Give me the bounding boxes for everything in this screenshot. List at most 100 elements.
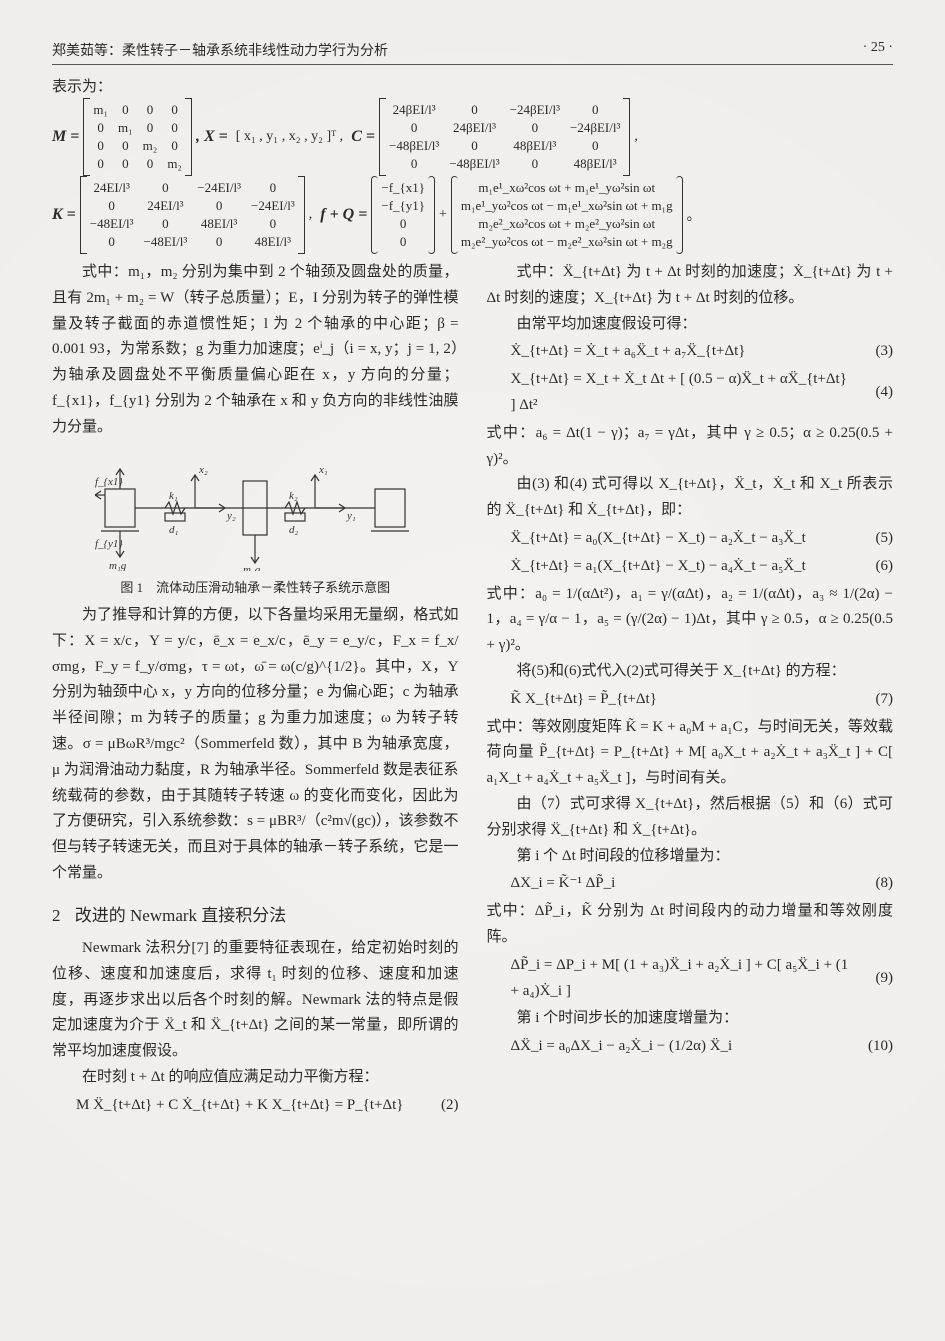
right-p1: 式中：Ẍ_{t+Δt} 为 t + Δt 时刻的加速度；Ẋ_{t+Δt} 为 t… [487,260,894,312]
running-head-left: 郑美茹等：柔性转子－轴承系统非线性动力学行为分析 [52,40,388,60]
right-column: 式中：Ẍ_{t+Δt} 为 t + Δt 时刻的加速度；Ẋ_{t+Δt} 为 t… [487,260,894,1121]
matrix-cell: −48EI/l³ [144,234,188,250]
right-p9: 第 i 个 Δt 时间段的位移增量为： [487,844,894,870]
C-tail: , [634,129,638,145]
matrix-cell: −24βEI/l³ [570,120,620,136]
fQ-tail: 。 [687,205,701,225]
matrix-cell: 0 [90,198,134,214]
matrix-cell: m₁e¹_yω²cos ωt − m₁e¹_xω²sin ωt + m₁g [461,198,673,214]
eq-matrices-row1: M = m₁0000m₁0000m₂0000m₂ , X = [ x₁ , y₁… [52,100,893,174]
eq-4-lhs: X_{t+Δt} = X_t + Ẋ_t Δt + [ (0.5 − α)Ẍ_t… [487,367,854,419]
matrix-cell: 0 [449,138,499,154]
matrix-cell: 0 [167,138,182,154]
eq-10: ΔẌ_i = a₀ΔX_i − a₂Ẋ_i − (1/2α) Ẍ_i (10) [487,1034,894,1060]
eq-7-num: (7) [853,687,893,713]
lbl-fy1: f_{y1} [95,538,123,550]
matrix-cell: 0 [381,234,425,250]
matrix-cell: 0 [510,156,560,172]
lbl-fx1: f_{x1} [95,476,123,488]
matrix-K: 24EI/l³0−24EI/l³0024EI/l³0−24EI/l³−48EI/… [84,178,301,252]
running-head-right: · 25 · [863,40,893,60]
plus-sign: + [439,207,447,223]
matrix-cell: 0 [144,216,188,232]
matrix-cell: 0 [570,138,620,154]
matrix-cell: −48EI/l³ [90,216,134,232]
right-p6: 将(5)和(6)式代入(2)式可得关于 X_{t+Δt} 的方程： [487,659,894,685]
matrix-cell: m₂e²_xω²cos ωt + m₂e²_yω²sin ωt [461,216,673,232]
matrix-C: 24βEI/l³0−24βEI/l³0024βEI/l³0−24βEI/l³−4… [383,100,626,174]
eq-4: X_{t+Δt} = X_t + Ẋ_t Δt + [ (0.5 − α)Ẍ_t… [487,367,894,419]
lbl-d1: d₁ [169,524,179,536]
matrix-cell: −f_{y1} [381,198,425,214]
matrix-cell: 0 [167,102,182,118]
section-2-heading: 2 改进的 Newmark 直接积分法 [52,901,459,930]
lbl-m1g: m₁g [109,560,127,571]
lbl-d2: d₂ [289,524,299,536]
matrix-cell: 0 [143,120,158,136]
matrix-cell: −f_{x1} [381,180,425,196]
matrix-cell: −24EI/l³ [197,180,241,196]
matrix-cell: m₁ [118,120,133,136]
right-p3: 式中：a₆ = Δt(1 − γ)；a₇ = γΔt，其中 γ ≥ 0.5；α … [487,421,894,473]
right-p11: 第 i 个时间步长的加速度增量为： [487,1006,894,1032]
eq-10-num: (10) [853,1034,893,1060]
eq-7-lhs: K̃ X_{t+Δt} = P̃_{t+Δt} [487,687,854,713]
matrix-cell: 0 [144,180,188,196]
eq-6-num: (6) [853,554,893,580]
eq-9: ΔP̃_i = ΔP_i + M[ (1 + a₃)Ẍ_i + a₂Ẋ_i ] … [487,953,894,1005]
matrix-fQ-left: −f_{x1} −f_{y1} 0 0 [375,178,431,252]
eq-7: K̃ X_{t+Δt} = P̃_{t+Δt} (7) [487,687,894,713]
sym-fQ: f + Q = [320,206,367,224]
matrix-cell: 0 [90,234,134,250]
matrix-cell: 0 [143,102,158,118]
matrix-cell: −48βEI/l³ [389,138,439,154]
left-p1: 式中：m₁，m₂ 分别为集中到 2 个轴颈及圆盘处的质量，且有 2m₁ + m₂… [52,260,459,441]
section-2-num: 2 [52,906,61,925]
eq-3-num: (3) [853,339,893,365]
right-p2: 由常平均加速度假设可得： [487,312,894,338]
left-column: 式中：m₁，m₂ 分别为集中到 2 个轴颈及圆盘处的质量，且有 2m₁ + m₂… [52,260,459,1121]
matrix-cell: 0 [197,198,241,214]
eq-3: Ẋ_{t+Δt} = Ẋ_t + a₆Ẍ_t + a₇Ẍ_{t+Δt} (3) [487,339,894,365]
lbl-k2: k₂ [289,490,298,502]
matrix-cell: m₂ [167,156,182,172]
eq-5-num: (5) [853,526,893,552]
matrix-fQ-right: m₁e¹_xω²cos ωt + m₁e¹_yω²sin ωtm₁e¹_yω²c… [455,178,679,252]
sym-X: , X = [196,128,228,146]
lbl-y2: y₂ [226,510,236,522]
eq-3-lhs: Ẋ_{t+Δt} = Ẋ_t + a₆Ẍ_t + a₇Ẍ_{t+Δt} [487,339,854,365]
vec-X: [ x₁ , y₁ , x₂ , y₂ ]ᵀ , [236,129,343,145]
matrix-cell: 0 [93,120,108,136]
eq-2: M Ẍ_{t+Δt} + C Ẋ_{t+Δt} + K X_{t+Δt} = P… [52,1093,459,1119]
eq-8-lhs: ΔX_i = K̃⁻¹ ΔP̃_i [487,871,854,897]
lbl-y1: y₁ [346,510,356,522]
intro-line: 表示为： [52,75,893,96]
matrix-cell: −48βEI/l³ [449,156,499,172]
eq-9-num: (9) [853,966,893,992]
two-columns: 式中：m₁，m₂ 分别为集中到 2 个轴颈及圆盘处的质量，且有 2m₁ + m₂… [52,260,893,1121]
matrix-cell: 0 [510,120,560,136]
right-p5: 式中：a₀ = 1/(αΔt²)，a₁ = γ/(αΔt)，a₂ = 1/(αΔ… [487,582,894,659]
right-p4: 由(3) 和(4) 式可得以 X_{t+Δt}，Ẍ_t，Ẋ_t 和 X_t 所表… [487,472,894,524]
matrix-cell: 48EI/l³ [197,216,241,232]
matrix-cell: 0 [93,138,108,154]
matrix-cell: 0 [93,156,108,172]
matrix-cell: 48EI/l³ [251,234,295,250]
matrix-cell: 24βEI/l³ [389,102,439,118]
K-tail: , [309,207,313,223]
eq-matrices-row2: K = 24EI/l³0−24EI/l³0024EI/l³0−24EI/l³−4… [52,178,893,252]
eq-10-lhs: ΔẌ_i = a₀ΔX_i − a₂Ẋ_i − (1/2α) Ẍ_i [487,1034,854,1060]
matrix-cell: 48βEI/l³ [510,138,560,154]
eq-5-lhs: Ẍ_{t+Δt} = a₀(X_{t+Δt} − X_t) − a₂Ẋ_t − … [487,526,854,552]
matrix-cell: 24EI/l³ [90,180,134,196]
matrix-cell: 0 [381,216,425,232]
matrix-cell: 0 [389,156,439,172]
lbl-x1: x₁ [318,464,328,476]
eq-6-lhs: Ẋ_{t+Δt} = a₁(X_{t+Δt} − X_t) − a₄Ẋ_t − … [487,554,854,580]
eq-8-num: (8) [853,871,893,897]
matrix-cell: 24EI/l³ [144,198,188,214]
matrix-cell: 0 [118,138,133,154]
matrix-cell: 0 [167,120,182,136]
sym-K: K = [52,206,76,224]
eq-2-lhs: M Ẍ_{t+Δt} + C Ẋ_{t+Δt} + K X_{t+Δt} = P… [52,1093,419,1119]
